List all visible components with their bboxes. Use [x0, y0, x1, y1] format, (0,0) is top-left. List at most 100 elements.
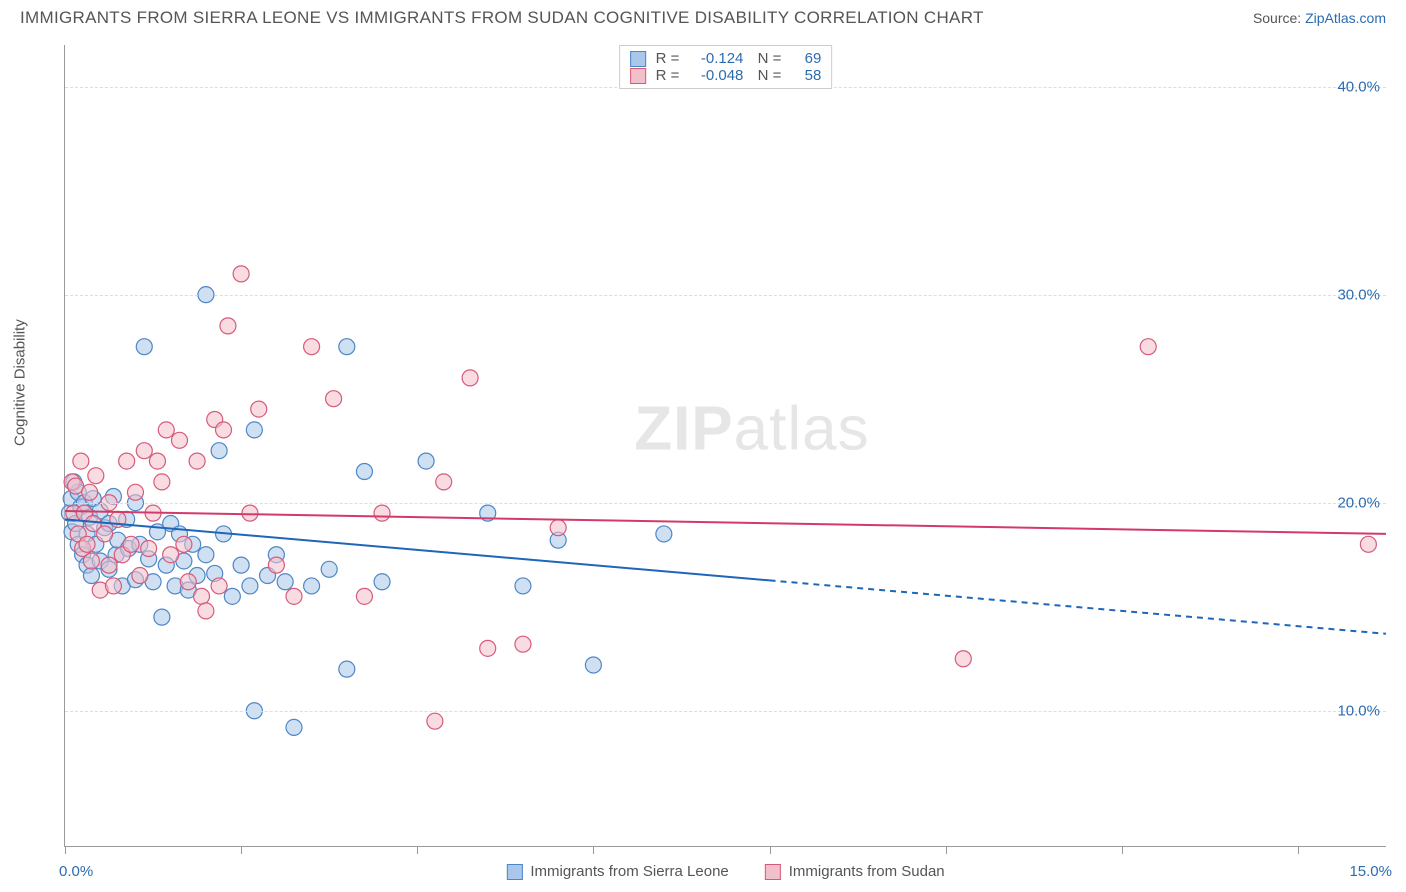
legend-item-series-0: Immigrants from Sierra Leone — [506, 863, 728, 880]
data-point — [246, 422, 262, 438]
data-point — [339, 661, 355, 677]
data-point — [233, 557, 249, 573]
data-point — [286, 588, 302, 604]
y-tick-label: 20.0% — [1337, 494, 1380, 511]
data-point — [141, 540, 157, 556]
data-point — [154, 474, 170, 490]
data-point — [515, 578, 531, 594]
data-point — [163, 547, 179, 563]
scatter-svg — [65, 45, 1386, 846]
legend-row-series-0: R = -0.124 N = 69 — [630, 50, 822, 67]
chart-title: IMMIGRANTS FROM SIERRA LEONE VS IMMIGRAN… — [20, 8, 984, 28]
legend-row-series-1: R = -0.048 N = 58 — [630, 67, 822, 84]
x-tick — [946, 846, 947, 854]
source-label: Source: ZipAtlas.com — [1253, 10, 1386, 26]
data-point — [251, 401, 267, 417]
data-point — [198, 603, 214, 619]
data-point — [656, 526, 672, 542]
data-point — [220, 318, 236, 334]
data-point — [101, 557, 117, 573]
data-point — [189, 453, 205, 469]
data-point — [105, 578, 121, 594]
data-point — [374, 505, 390, 521]
data-point — [321, 561, 337, 577]
gridline — [65, 503, 1386, 504]
x-tick — [65, 846, 66, 854]
data-point — [1140, 339, 1156, 355]
data-point — [1360, 536, 1376, 552]
legend-swatch-icon — [506, 864, 522, 880]
data-point — [356, 588, 372, 604]
data-point — [211, 443, 227, 459]
data-point — [88, 468, 104, 484]
data-point — [436, 474, 452, 490]
data-point — [82, 484, 98, 500]
data-point — [304, 578, 320, 594]
data-point — [154, 609, 170, 625]
data-point — [242, 505, 258, 521]
data-point — [176, 536, 192, 552]
data-point — [73, 453, 89, 469]
x-axis-min-label: 0.0% — [59, 863, 93, 880]
data-point — [216, 422, 232, 438]
y-tick-label: 30.0% — [1337, 286, 1380, 303]
data-point — [83, 568, 99, 584]
data-point — [198, 547, 214, 563]
series-legend: Immigrants from Sierra Leone Immigrants … — [506, 863, 944, 880]
data-point — [224, 588, 240, 604]
data-point — [211, 578, 227, 594]
data-point — [158, 422, 174, 438]
x-tick — [770, 846, 771, 854]
chart-area: Cognitive Disability ZIPatlas R = -0.124… — [20, 45, 1386, 847]
data-point — [427, 713, 443, 729]
data-point — [136, 339, 152, 355]
data-point — [136, 443, 152, 459]
legend-swatch-icon — [630, 68, 646, 84]
x-tick — [417, 846, 418, 854]
source-link[interactable]: ZipAtlas.com — [1305, 10, 1386, 26]
correlation-legend: R = -0.124 N = 69 R = -0.048 N = 58 — [619, 45, 833, 89]
data-point — [97, 526, 113, 542]
gridline — [65, 295, 1386, 296]
data-point — [233, 266, 249, 282]
data-point — [119, 453, 135, 469]
data-point — [480, 640, 496, 656]
data-point — [83, 553, 99, 569]
data-point — [171, 432, 187, 448]
x-tick — [593, 846, 594, 854]
data-point — [268, 557, 284, 573]
y-tick-label: 10.0% — [1337, 702, 1380, 719]
data-point — [132, 568, 148, 584]
data-point — [127, 484, 143, 500]
data-point — [462, 370, 478, 386]
data-point — [515, 636, 531, 652]
x-tick — [1122, 846, 1123, 854]
data-point — [326, 391, 342, 407]
data-point — [123, 536, 139, 552]
data-point — [374, 574, 390, 590]
data-point — [356, 464, 372, 480]
data-point — [194, 588, 210, 604]
legend-swatch-icon — [630, 51, 646, 67]
data-point — [418, 453, 434, 469]
trend-line-extrapolated — [770, 580, 1386, 633]
data-point — [955, 651, 971, 667]
legend-item-series-1: Immigrants from Sudan — [765, 863, 945, 880]
x-tick — [1298, 846, 1299, 854]
plot-region: ZIPatlas R = -0.124 N = 69 R = -0.048 N … — [64, 45, 1386, 847]
data-point — [79, 536, 95, 552]
x-axis-max-label: 15.0% — [1349, 863, 1392, 880]
y-tick-label: 40.0% — [1337, 78, 1380, 95]
data-point — [180, 574, 196, 590]
data-point — [339, 339, 355, 355]
data-point — [585, 657, 601, 673]
gridline — [65, 711, 1386, 712]
data-point — [242, 578, 258, 594]
x-tick — [241, 846, 242, 854]
y-axis-label: Cognitive Disability — [12, 319, 29, 446]
data-point — [277, 574, 293, 590]
trend-line — [65, 511, 1386, 534]
data-point — [149, 453, 165, 469]
data-point — [286, 719, 302, 735]
data-point — [550, 520, 566, 536]
